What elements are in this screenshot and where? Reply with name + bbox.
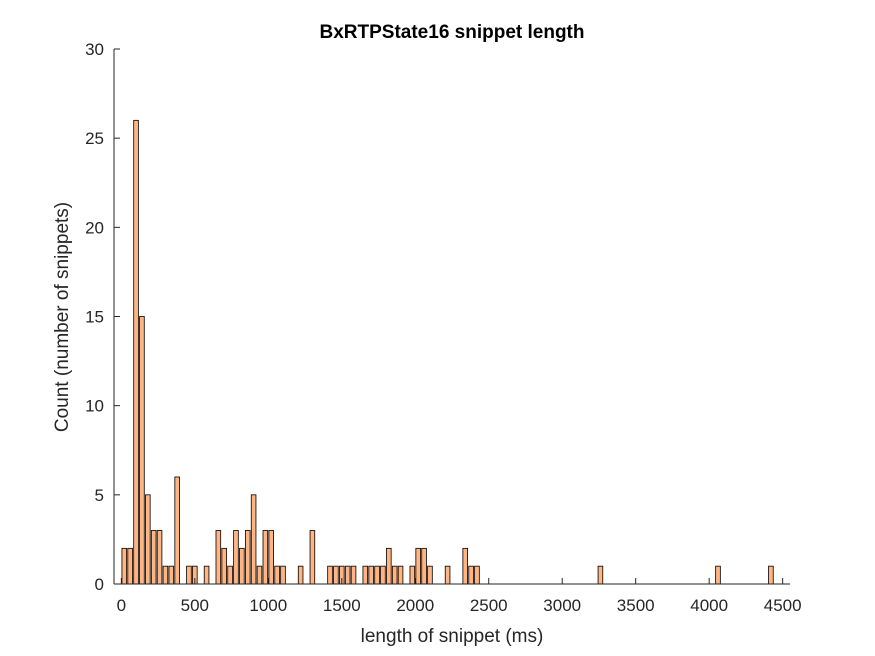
y-tick-label: 15 <box>85 308 104 327</box>
x-tick-label: 3500 <box>617 596 655 615</box>
histogram-bar <box>168 565 175 585</box>
histogram-bar <box>150 530 157 585</box>
histogram-bar <box>362 565 369 585</box>
histogram-bar <box>268 530 274 585</box>
histogram-bar <box>768 565 774 585</box>
histogram-bar <box>374 565 380 585</box>
histogram-bar <box>145 494 151 585</box>
histogram-bar <box>221 547 227 585</box>
histogram-bar <box>262 530 269 585</box>
histogram-bar <box>462 547 468 585</box>
histogram-bar <box>274 565 280 585</box>
y-tick-label: 30 <box>85 40 104 59</box>
histogram-bar <box>309 530 316 585</box>
histogram-bar <box>344 565 351 585</box>
histogram-bar <box>715 565 721 585</box>
histogram-bar <box>350 565 357 585</box>
x-tick-label: 4500 <box>764 596 802 615</box>
histogram-bar <box>397 565 404 585</box>
histogram-bar <box>333 565 339 585</box>
x-axis: 0 500 1000 1500 2000 2500 3000 3500 4000 4500 <box>114 578 802 615</box>
x-tick-label: 0 <box>117 596 126 615</box>
histogram-bar <box>121 547 128 585</box>
y-tick-label: 10 <box>85 397 104 416</box>
histogram-bar <box>474 565 480 585</box>
histogram-bar <box>133 119 139 585</box>
x-tick-label: 3000 <box>543 596 581 615</box>
histogram-bar <box>409 565 416 585</box>
x-tick-label: 1500 <box>323 596 361 615</box>
y-tick-label: 20 <box>85 218 104 237</box>
histogram-bar <box>250 494 257 585</box>
histogram-bar <box>415 547 421 585</box>
histogram-bar <box>421 547 427 585</box>
histogram-bar <box>368 565 374 585</box>
histogram-bar <box>244 530 251 585</box>
histogram-bar <box>386 547 392 585</box>
histogram-bar <box>239 547 245 585</box>
histogram-bar <box>427 565 433 585</box>
histogram-bar <box>162 565 169 585</box>
histogram-bar <box>380 565 386 585</box>
x-tick-label: 2000 <box>396 596 434 615</box>
x-axis-label: length of snippet (ms) <box>361 626 544 647</box>
histogram-bar <box>227 565 233 585</box>
y-tick-label: 25 <box>85 129 104 148</box>
histogram-bar <box>280 565 286 585</box>
histogram-bar <box>127 547 133 585</box>
chart-title: BxRTPState16 snippet length <box>320 22 585 43</box>
histogram-bar <box>156 530 163 585</box>
y-axis-label: Count (number of snippets) <box>52 202 73 432</box>
bars-group <box>121 119 774 585</box>
x-tick-label: 1000 <box>249 596 287 615</box>
histogram-bar <box>468 565 474 585</box>
y-axis: 0 5 10 15 20 25 30 <box>85 40 120 594</box>
histogram-bar <box>327 565 333 585</box>
x-tick-label: 2500 <box>470 596 508 615</box>
histogram-bar <box>139 316 145 585</box>
histogram-bar <box>203 565 210 585</box>
x-tick-label: 500 <box>181 596 209 615</box>
y-tick-label: 0 <box>95 575 104 594</box>
y-tick-label: 5 <box>95 486 104 505</box>
histogram-bar <box>444 565 451 585</box>
histogram-bar <box>215 530 222 585</box>
histogram-bar <box>391 565 398 585</box>
histogram-bar <box>597 565 604 585</box>
histogram-bar <box>233 530 239 585</box>
histogram-bar <box>174 476 180 585</box>
x-tick-label: 4000 <box>690 596 728 615</box>
histogram-bar <box>256 565 263 585</box>
histogram-bar <box>297 565 304 585</box>
histogram-bar <box>186 565 192 585</box>
